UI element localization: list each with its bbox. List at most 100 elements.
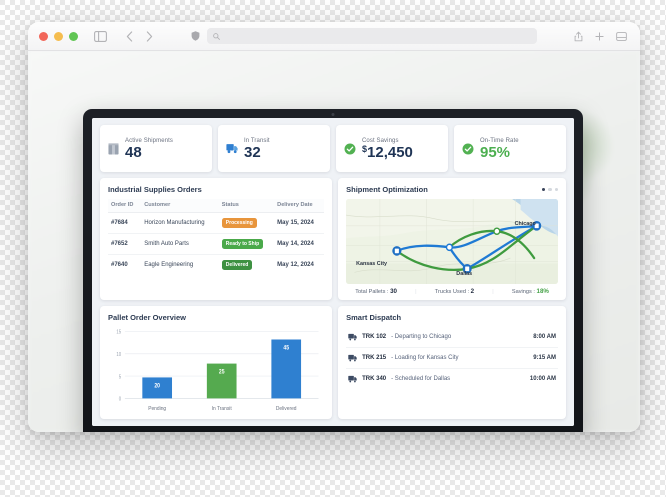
panel-title: Shipment Optimization: [346, 185, 428, 194]
stat-value: 48: [125, 143, 142, 161]
cell-order-id: #7684: [108, 212, 142, 234]
svg-text:In Transit: In Transit: [212, 406, 233, 412]
table-row[interactable]: #7652 Smith Auto Parts Ready to Ship May…: [108, 233, 325, 255]
stat-value: 95%: [480, 143, 511, 161]
address-bar-area: [162, 28, 565, 44]
panel-title: Industrial Supplies Orders: [108, 185, 202, 194]
orders-panel: Industrial Supplies Orders Order ID Cust…: [100, 178, 333, 300]
cell-order-id: #7652: [108, 233, 142, 255]
carousel-dot-3[interactable]: [554, 187, 558, 192]
dispatch-description: - Departing to Chicago: [391, 334, 452, 340]
cell-status: Ready to Ship: [218, 233, 275, 255]
dispatch-row[interactable]: TRK 102 - Departing to Chicago 8:00 AM: [346, 327, 558, 348]
map-graphic: [346, 199, 558, 284]
dispatch-row[interactable]: TRK 340 - Scheduled for Dallas 10:00 AM: [346, 369, 558, 389]
panel-title: Pallet Order Overview: [108, 313, 186, 322]
cell-status: Processing: [218, 212, 275, 234]
dispatch-description: - Scheduled for Dallas: [391, 376, 451, 382]
svg-text:25: 25: [219, 369, 225, 375]
stats-row: Active Shipments 48: [100, 125, 566, 172]
dispatch-description: - Loading for Kansas City: [391, 355, 459, 361]
trucks-used-value: 2: [470, 288, 475, 295]
panel-header: Shipment Optimization: [346, 185, 558, 199]
map-city-label-chicago: Chicago: [514, 221, 536, 228]
dispatch-time: 8:00 AM: [533, 334, 556, 340]
plus-icon[interactable]: [595, 31, 604, 41]
package-icon: [108, 142, 119, 155]
trucks-used-label: Trucks Used :: [434, 289, 470, 295]
bar-chart-svg: 0 5 10 15 20 Pending 25 In Transit 45 Delivered: [116, 329, 319, 412]
status-badge: Delivered: [221, 260, 253, 270]
stat-card-cost-savings[interactable]: Cost Savings $12,450: [336, 125, 448, 172]
middle-row: Industrial Supplies Orders Order ID Cust…: [100, 178, 566, 300]
smart-dispatch-panel: Smart Dispatch TRK 102 - Departing to Ch…: [338, 306, 566, 419]
truck-icon: [348, 375, 357, 383]
table-row[interactable]: #7640 Eagle Engineering Delivered May 12…: [108, 255, 324, 276]
cell-delivery-date: May 14, 2024: [274, 233, 325, 255]
status-badge: Processing: [221, 218, 257, 228]
cell-status: Delivered: [219, 255, 274, 276]
stat-label: Active Shipments: [125, 137, 173, 144]
search-icon: [212, 32, 220, 40]
svg-text:20: 20: [154, 383, 160, 389]
panel-title: Smart Dispatch: [346, 313, 402, 322]
svg-text:0: 0: [119, 396, 122, 402]
dispatch-row[interactable]: TRK 215 - Loading for Kansas City 9:15 A…: [346, 348, 558, 369]
svg-text:Pending: Pending: [148, 406, 166, 412]
browser-toolbar: [28, 22, 640, 51]
route-map[interactable]: Kansas City Chicago Dallas: [346, 199, 558, 284]
shield-icon[interactable]: [191, 31, 200, 41]
truck-icon: [348, 354, 357, 362]
address-input[interactable]: [206, 28, 537, 44]
cell-customer: Smith Auto Parts: [141, 233, 219, 255]
carousel-dot-1[interactable]: [541, 187, 545, 192]
close-window-button[interactable]: [39, 31, 48, 41]
bar-chart[interactable]: 0 5 10 15 20 Pending 25 In Transit 45 Delivered: [108, 327, 324, 414]
window-controls[interactable]: [39, 31, 78, 41]
truck-icon: [348, 333, 357, 341]
dashboard: Active Shipments 48: [92, 118, 574, 426]
navigation-arrows[interactable]: [126, 30, 153, 42]
forward-arrow-icon[interactable]: [146, 30, 153, 42]
share-icon[interactable]: [574, 31, 583, 42]
cell-order-id: #7640: [111, 262, 128, 268]
carousel-dot-2[interactable]: [548, 187, 552, 192]
total-pallets-stat: Total Pallets : 30: [355, 288, 397, 295]
stat-label: In Transit: [244, 137, 270, 144]
column-header-delivery-date: Delivery Date: [274, 199, 325, 213]
stat-card-in-transit[interactable]: In Transit 32: [218, 125, 330, 172]
map-city-label-dallas: Dallas: [456, 271, 473, 278]
currency-symbol: $: [362, 143, 368, 154]
dispatch-time: 9:15 AM: [533, 355, 556, 361]
table-row[interactable]: #7684 Horizon Manufacturing Processing M…: [108, 212, 325, 234]
maximize-window-button[interactable]: [69, 31, 78, 41]
stat-card-active-shipments[interactable]: Active Shipments 48: [100, 125, 212, 172]
bottom-row: Pallet Order Overview 0 5 10 15 20 Pending 25 I…: [100, 306, 566, 419]
column-header-customer: Customer: [141, 199, 219, 213]
column-header-order-id: Order ID: [108, 199, 142, 213]
stat-number: 12,450: [367, 143, 413, 161]
cell-customer: Horizon Manufacturing: [141, 212, 219, 234]
orders-table: Order ID Customer Status Delivery Date: [108, 199, 325, 276]
carousel-dots[interactable]: [541, 187, 558, 192]
back-arrow-icon[interactable]: [126, 30, 133, 42]
cell-delivery-date: May 15, 2024: [274, 212, 325, 234]
svg-text:45: 45: [283, 345, 289, 351]
sidebar-toggle-icon[interactable]: [94, 30, 107, 42]
stat-card-on-time-rate[interactable]: On-Time Rate 95%: [454, 125, 566, 172]
column-header-status: Status: [218, 199, 275, 213]
dispatch-truck-id: TRK 340: [362, 376, 387, 382]
laptop-lid: Active Shipments 48: [83, 109, 583, 432]
total-pallets-label: Total Pallets :: [355, 289, 389, 295]
svg-text:10: 10: [116, 352, 121, 358]
dispatch-truck-id: TRK 102: [362, 334, 387, 340]
laptop-mockup: Active Shipments 48: [83, 109, 583, 432]
tabs-icon[interactable]: [616, 31, 627, 41]
truck-icon: [226, 143, 238, 154]
minimize-window-button[interactable]: [54, 31, 63, 41]
stat-label: Cost Savings: [362, 137, 399, 144]
check-circle-icon: [344, 143, 356, 155]
browser-window: Active Shipments 48: [28, 22, 640, 432]
cell-customer: Eagle Engineering: [144, 262, 194, 268]
check-circle-icon: [462, 143, 474, 155]
